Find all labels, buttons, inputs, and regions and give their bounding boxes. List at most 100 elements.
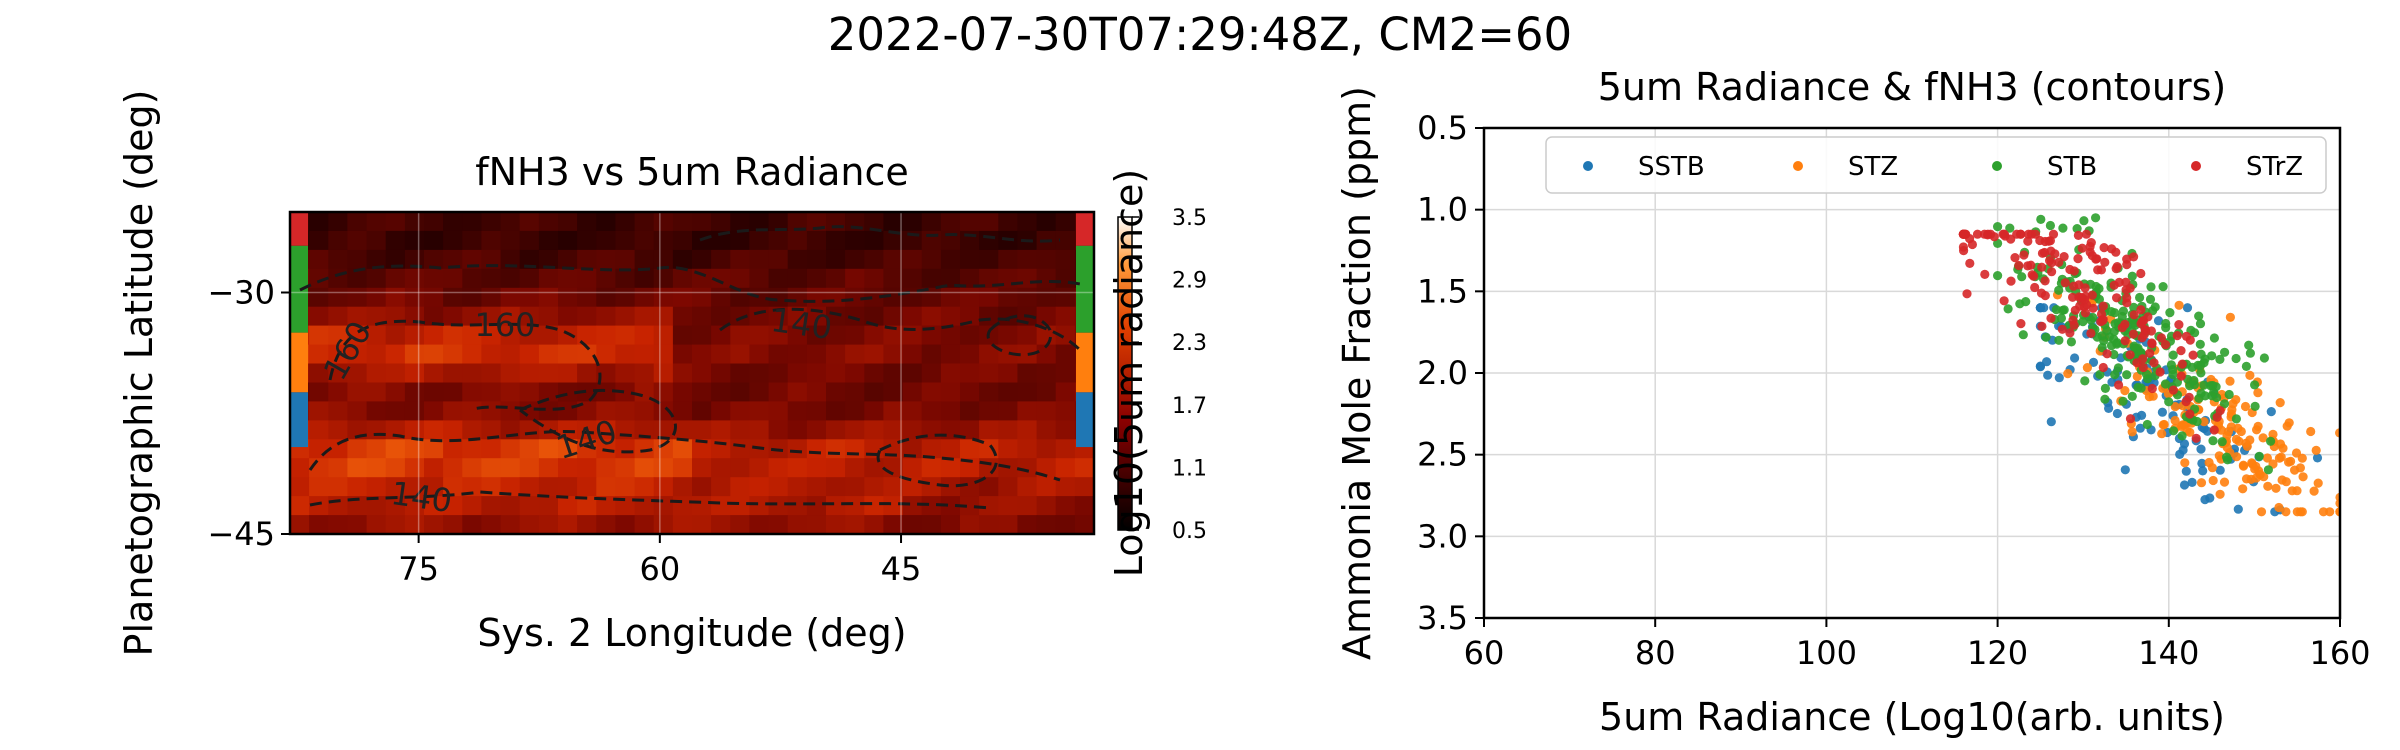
heatmap-cell xyxy=(787,249,808,270)
scatter-point-stb xyxy=(2021,297,2031,307)
scatter-point-stb xyxy=(2110,370,2120,380)
heatmap-cell xyxy=(615,420,636,440)
heatmap-cell xyxy=(711,212,731,232)
heatmap-cell xyxy=(462,306,482,327)
heatmap-cell xyxy=(290,515,310,534)
scatter-point-strz xyxy=(2120,336,2130,346)
heatmap-cell xyxy=(864,363,884,383)
heatmap-cell xyxy=(960,515,980,534)
scatter-point-stz xyxy=(2263,481,2273,491)
scatter-point-strz xyxy=(1972,229,1983,239)
heatmap-cell xyxy=(787,325,808,346)
scatter-point-stb xyxy=(2036,214,2046,224)
heatmap-cell xyxy=(309,268,329,289)
heatmap-cell xyxy=(1036,420,1057,440)
scatter-point-strz xyxy=(2040,276,2050,286)
scatter-point-stz xyxy=(2127,427,2137,437)
heatmap-cell xyxy=(500,496,521,516)
heatmap-cell xyxy=(998,212,1018,232)
heatmap-cell xyxy=(500,325,521,346)
heatmap-cell xyxy=(1055,496,1076,516)
heatmap-cell xyxy=(596,230,616,251)
heatmap-cell xyxy=(424,212,444,232)
heatmap-cell xyxy=(328,496,348,516)
heatmap-cell xyxy=(902,268,923,289)
scatter-point-stz xyxy=(2196,478,2207,488)
heatmap-xtick-label: 75 xyxy=(398,550,439,588)
heatmap-cell xyxy=(519,325,540,346)
heatmap-cell xyxy=(1036,344,1057,365)
heatmap-cell xyxy=(634,325,655,346)
scatter-point-stb xyxy=(2244,340,2254,350)
heatmap-cell xyxy=(347,382,368,402)
heatmap-cell xyxy=(519,382,540,402)
scatter-point-strz xyxy=(2050,249,2060,259)
scatter-point-strz xyxy=(2087,290,2097,300)
heatmap-cell xyxy=(577,477,597,497)
heatmap-cell xyxy=(481,325,502,346)
legend-marker-strz xyxy=(2191,161,2201,171)
heatmap-cell xyxy=(730,458,750,478)
legend-entries: SSTB STZ STB STrZ xyxy=(1583,152,2303,182)
heatmap-cell xyxy=(864,344,884,365)
heatmap-cell xyxy=(538,401,559,421)
heatmap-cell xyxy=(615,230,636,251)
heatmap-cell xyxy=(730,515,750,534)
heatmap-cell xyxy=(577,420,597,440)
heatmap-cell xyxy=(806,420,827,440)
heatmap-cell xyxy=(749,401,770,421)
scatter-point-stz xyxy=(2271,483,2281,493)
heatmap-cell xyxy=(730,382,750,402)
heatmap-cell xyxy=(290,458,310,478)
scatter-yticks: 0.5 1.0 1.5 2.0 2.5 3.0 3.5 xyxy=(1417,109,1484,637)
heatmap-cell xyxy=(443,230,463,251)
scatter-point-strz xyxy=(2030,229,2041,239)
heatmap-cell xyxy=(883,363,904,383)
heatmap-cell xyxy=(653,477,674,497)
scatter-point-strz xyxy=(2215,406,2225,416)
heatmap-cell xyxy=(653,306,674,327)
colorbar xyxy=(1117,216,1133,531)
heatmap-cell xyxy=(979,515,999,534)
heatmap-cell xyxy=(481,268,502,289)
heatmap-cell xyxy=(883,477,904,497)
heatmap-cell xyxy=(404,458,425,478)
heatmap-cell xyxy=(1055,230,1076,251)
heatmap-cell xyxy=(309,363,329,383)
heatmap-cell xyxy=(462,420,482,440)
scatter-point-strz xyxy=(2080,295,2090,305)
heatmap-cell xyxy=(787,268,808,289)
scatter-panel: 5um Radiance & fNH3 (contours) 60 80 100 12… xyxy=(1335,65,2371,739)
heatmap-cell xyxy=(634,230,655,251)
heatmap-cell xyxy=(538,249,559,270)
heatmap-cell xyxy=(328,477,348,497)
heatmap-cell xyxy=(883,249,904,270)
heatmap-cell xyxy=(538,382,559,402)
legend-frame xyxy=(1545,136,2327,194)
scatter-point-stb xyxy=(2250,401,2260,411)
contour-label: 140 xyxy=(769,301,835,347)
heatmap-cell xyxy=(845,439,865,459)
heatmap-cell xyxy=(749,230,770,251)
scatter-point-stb xyxy=(2208,436,2218,446)
heatmap-cell xyxy=(864,477,884,497)
scatter-point-strz xyxy=(2168,385,2178,395)
scatter-point-stz xyxy=(2240,401,2251,412)
heatmap-cell xyxy=(309,325,329,346)
scatter-point-strz xyxy=(2129,310,2139,320)
scatter-point-strz xyxy=(2029,271,2039,281)
heatmap-cell xyxy=(385,212,406,232)
heatmap-cell xyxy=(787,420,808,440)
scatter-point-strz xyxy=(2047,267,2057,277)
scatter-point-strz xyxy=(2091,254,2101,264)
heatmap-cell xyxy=(883,325,904,346)
heatmap-cell xyxy=(653,212,674,232)
colorbar-tick-label: 1.1 xyxy=(1172,456,1207,481)
heatmap-cell xyxy=(902,306,923,327)
scatter-point-stb xyxy=(2113,363,2123,373)
heatmap-cell xyxy=(462,382,482,402)
heatmap-cell xyxy=(634,382,655,402)
scatter-point-stb xyxy=(2211,382,2221,392)
scatter-point-stb xyxy=(2097,331,2107,341)
heatmap-cell xyxy=(806,363,827,383)
